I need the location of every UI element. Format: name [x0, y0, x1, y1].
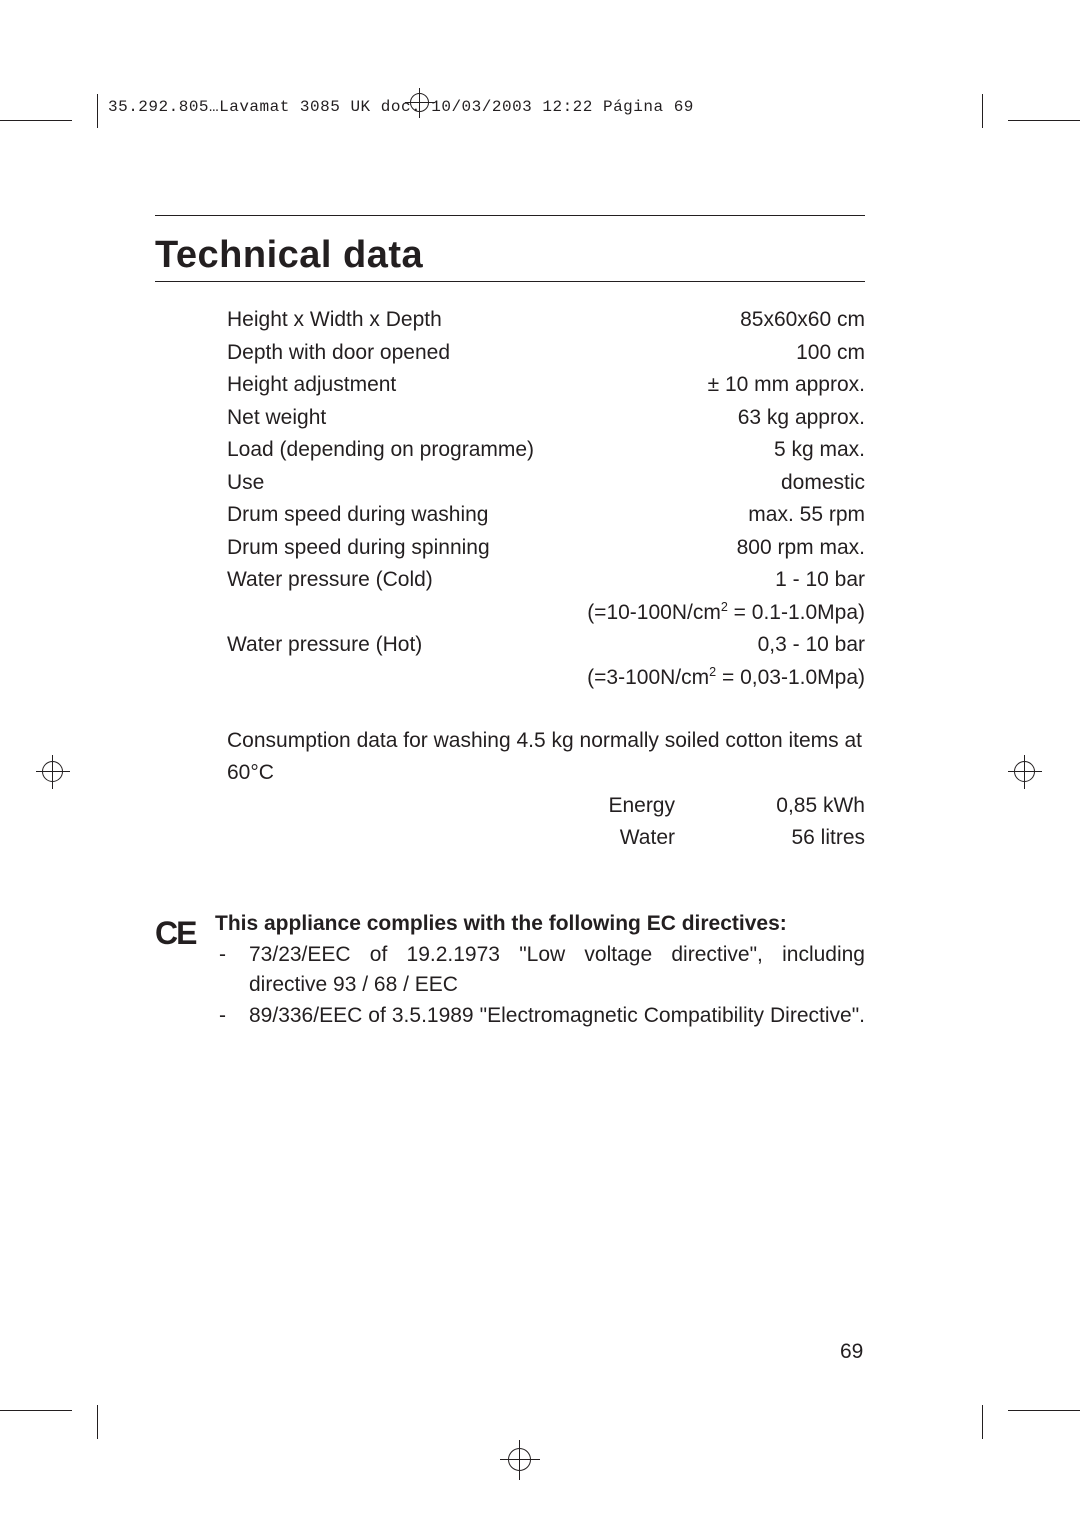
registration-mark-icon — [500, 1440, 540, 1480]
directive-item: 73/23/EEC of 19.2.1973 "Low voltage dire… — [215, 940, 865, 999]
spec-value: 63 kg approx. — [738, 402, 865, 435]
crop-mark — [0, 120, 72, 121]
spec-value: 100 cm — [796, 337, 865, 370]
ce-mark-icon: CE — [155, 909, 215, 1031]
consumption-row: Water56 litres — [227, 822, 865, 855]
directive-item: 89/336/EEC of 3.5.1989 "Electromagnetic … — [215, 1001, 865, 1030]
spec-label: Drum speed during spinning — [227, 532, 490, 565]
spec-row: Net weight 63 kg approx. — [227, 402, 865, 435]
crop-mark — [982, 94, 983, 128]
crop-mark — [0, 1410, 72, 1411]
spec-label: Height adjustment — [227, 369, 396, 402]
page-number: 69 — [840, 1340, 863, 1364]
print-header: 35.292.805…Lavamat 3085 UK doc. 10/03/20… — [108, 98, 694, 116]
spec-label: Water pressure (Hot) — [227, 629, 422, 662]
consumption-value: 56 litres — [745, 822, 865, 855]
spec-table: Height x Width x Depth85x60x60 cmDepth w… — [155, 304, 865, 695]
consumption-intro: Consumption data for washing 4.5 kg norm… — [155, 725, 865, 790]
directives-block: CE This appliance complies with the foll… — [155, 909, 865, 1031]
consumption-value: 0,85 kWh — [745, 790, 865, 823]
page-content: Technical data Height x Width x Depth 85x… — [155, 215, 865, 1030]
spec-row: Drum speed during spinning 800 rpm max. — [227, 532, 865, 565]
spec-row: (=3-100N/cm2 = 0,03-1.0Mpa) — [227, 662, 865, 695]
crop-mark — [982, 1405, 983, 1439]
registration-mark-icon — [36, 755, 70, 789]
spec-value: (=3-100N/cm2 = 0,03-1.0Mpa) — [587, 662, 865, 695]
crop-mark — [1008, 1410, 1080, 1411]
consumption-table: Energy0,85 kWhWater56 litres — [155, 790, 865, 855]
spec-label: Use — [227, 467, 264, 500]
spec-value: domestic — [781, 467, 865, 500]
crop-mark — [97, 94, 98, 128]
spec-row: Depth with door opened 100 cm — [227, 337, 865, 370]
spec-value: max. 55 rpm — [748, 499, 865, 532]
spec-label: Depth with door opened — [227, 337, 450, 370]
spec-value: 5 kg max. — [774, 434, 865, 467]
spec-label: Drum speed during washing — [227, 499, 488, 532]
directives-list: 73/23/EEC of 19.2.1973 "Low voltage dire… — [215, 940, 865, 1030]
spec-label: Net weight — [227, 402, 326, 435]
crop-mark — [1008, 120, 1080, 121]
spec-row: Water pressure (Cold) 1 - 10 bar — [227, 564, 865, 597]
page-title: Technical data — [155, 234, 865, 277]
directives-heading: This appliance complies with the followi… — [215, 909, 865, 938]
registration-mark-icon — [1008, 755, 1042, 789]
spec-value: (=10-100N/cm2 = 0.1-1.0Mpa) — [587, 597, 865, 630]
spec-row: Height x Width x Depth 85x60x60 cm — [227, 304, 865, 337]
title-rule — [155, 281, 865, 282]
spec-value: 1 - 10 bar — [775, 564, 865, 597]
crop-mark — [97, 1405, 98, 1439]
spec-row: Height adjustment ± 10 mm approx. — [227, 369, 865, 402]
consumption-row: Energy0,85 kWh — [227, 790, 865, 823]
spec-row: Water pressure (Hot) 0,3 - 10 bar — [227, 629, 865, 662]
spec-label: Water pressure (Cold) — [227, 564, 433, 597]
spec-row: Use domestic — [227, 467, 865, 500]
consumption-label: Water — [620, 822, 745, 855]
spec-value: 800 rpm max. — [737, 532, 865, 565]
spec-row: Drum speed during washing max. 55 rpm — [227, 499, 865, 532]
spec-row: Load (depending on programme) 5 kg max. — [227, 434, 865, 467]
spec-value: ± 10 mm approx. — [708, 369, 865, 402]
spec-value: 85x60x60 cm — [740, 304, 865, 337]
spec-label: Height x Width x Depth — [227, 304, 442, 337]
spec-label: Load (depending on programme) — [227, 434, 534, 467]
consumption-label: Energy — [608, 790, 745, 823]
spec-value: 0,3 - 10 bar — [758, 629, 865, 662]
spec-row: (=10-100N/cm2 = 0.1-1.0Mpa) — [227, 597, 865, 630]
